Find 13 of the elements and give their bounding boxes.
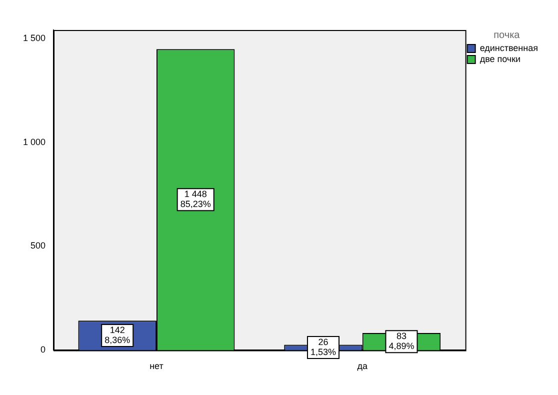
legend-title: почка (494, 30, 520, 41)
x-tick-label: нет (150, 361, 164, 372)
x-tick-label: да (357, 361, 368, 372)
data-label: 142 8,36% (104, 324, 130, 345)
y-tick-label: 0 (40, 344, 46, 355)
data-label: 26 1,53% (310, 336, 336, 357)
data-label: 1 448 85,23% (180, 189, 211, 210)
legend-label: единственная (480, 42, 538, 53)
data-label: 83 4,89% (388, 331, 414, 352)
y-tick-label: 1 500 (22, 32, 46, 43)
y-tick-label: 500 (30, 240, 46, 251)
y-tick-label: 1 000 (22, 136, 46, 147)
legend-label: две почки (480, 54, 521, 64)
